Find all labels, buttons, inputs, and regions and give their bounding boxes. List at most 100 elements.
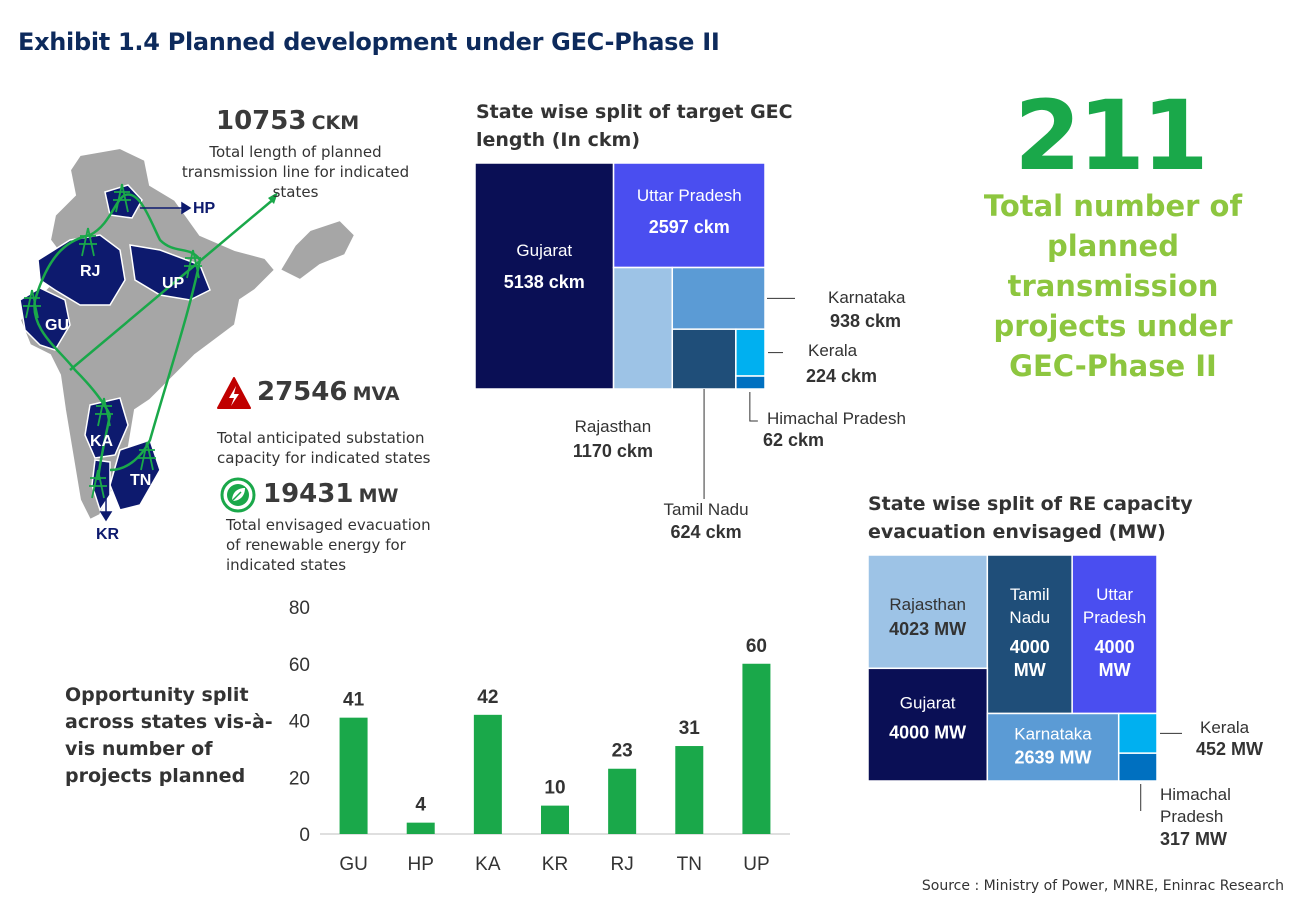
x-tick-label: KA: [475, 854, 501, 875]
treemap-mw: Rajasthan 4023 MW Gujarat 4000 MW Tamil Nadu 4…: [867, 554, 1263, 849]
headline-desc: Total number of planned transmission pro…: [983, 189, 1243, 383]
treemap-label-value: 2639 MW: [1015, 747, 1092, 767]
source-note: Source : Ministry of Power, MNRE, Eninra…: [921, 878, 1284, 894]
treemap-cell-gujarat: [474, 162, 615, 390]
treemap-label-name: Nadu: [1009, 608, 1050, 627]
stat-mw-desc: Total envisaged evacuation of renewable …: [226, 516, 431, 574]
treemap-label-name: Uttar Pradesh: [637, 186, 742, 205]
treemap-label-value: 2597 ckm: [649, 217, 730, 237]
tower-icon: [79, 227, 97, 257]
treemap-cell-himachal-pradesh: [735, 375, 766, 390]
bar-gu: [339, 717, 368, 834]
x-tick-label: UP: [743, 854, 769, 875]
bar-value-label: 60: [746, 636, 767, 657]
bar-hp: [406, 822, 435, 834]
tower-icon: [184, 249, 202, 279]
treemap-label-name: Himachal: [1160, 785, 1231, 804]
stat-mva-desc: Total anticipated substation capacity fo…: [217, 429, 431, 467]
treemap-label-value: 62 ckm: [763, 430, 824, 450]
map-label-ka: KA: [90, 433, 114, 450]
bar-value-label: 41: [343, 690, 365, 711]
treemap-cell-rajasthan: [612, 266, 674, 390]
treemap-label-name: Himachal Pradesh: [767, 409, 906, 428]
map-state-gu: [19, 287, 71, 351]
treemap-label-name: Rajasthan: [889, 595, 966, 614]
map-label-rj: RJ: [80, 263, 100, 280]
stat-mva: 27546 MVA: [257, 377, 400, 407]
treemap-label-name: Gujarat: [900, 693, 956, 712]
treemap-label-value: 5138 ckm: [504, 272, 585, 292]
y-tick-label: 80: [289, 598, 310, 619]
treemap-label-name: Rajasthan: [575, 417, 652, 436]
treemap-label-name: Tamil Nadu: [664, 500, 749, 519]
treemap-label-value: 4000 MW: [889, 722, 966, 742]
bar-value-label: 10: [544, 778, 565, 799]
treemap-label-value: 938 ckm: [830, 311, 901, 331]
tower-icon: [89, 469, 107, 499]
x-tick-label: GU: [339, 854, 368, 875]
stat-mva-value: 27546: [257, 377, 348, 407]
treemap-label-value: 1170 ckm: [573, 441, 653, 461]
stat-ckm-desc: Total length of planned transmission lin…: [181, 143, 410, 201]
stat-mw-value: 19431: [263, 479, 354, 509]
treemap-label-name: Kerala: [1200, 718, 1250, 737]
treemap-label-value: MW: [1014, 660, 1046, 680]
tower-icon: [113, 183, 131, 213]
stat-mw: 19431 MW: [263, 479, 398, 509]
treemap-cell-uttar-pradesh: [1071, 554, 1158, 715]
treemap-cell-rajasthan: [867, 554, 989, 670]
treemap-cell-kerala: [735, 328, 766, 377]
bar-chart-projects: 0 20 40 60 80 41 GU 4 HP 42 KA 10 KR 23 RJ 31 TN 60 UP: [289, 598, 790, 875]
page-title: Exhibit 1.4 Planned development under GE…: [18, 28, 720, 56]
treemap-cell-karnataka: [671, 266, 766, 330]
bar-kr: [541, 805, 569, 834]
treemap-label-value: 4023 MW: [889, 619, 966, 639]
treemap-label-value: 4000: [1095, 637, 1135, 657]
map-labels: HP RJ UP GU KA TN KR: [45, 200, 216, 543]
stat-ckm-value: 10753: [216, 106, 307, 136]
map-state-up: [129, 244, 211, 301]
treemap-cell-gujarat: [867, 667, 989, 782]
bar-up: [742, 663, 771, 834]
india-map: HP RJ UP GU KA TN KR: [18, 146, 357, 543]
treemap-label-value: MW: [1099, 660, 1131, 680]
leader-line: [749, 392, 758, 422]
opportunity-title: Opportunity split across states vis-à-vi…: [65, 684, 273, 787]
treemap-label-value: 224 ckm: [806, 366, 877, 386]
x-tick-label: KR: [542, 854, 568, 875]
bar-value-label: 31: [679, 718, 701, 739]
stat-ckm: 10753 CKM: [216, 106, 359, 136]
y-tick-label: 60: [289, 655, 310, 676]
treemap-label-value: 4000: [1010, 637, 1050, 657]
treemap-label-value: 452 MW: [1196, 739, 1263, 759]
treemap-label-name: Uttar: [1096, 585, 1133, 604]
y-tick-label: 0: [299, 825, 310, 846]
treemap-cell-kerala: [1117, 712, 1158, 754]
tower-icons: [23, 183, 202, 499]
bar-value-label: 4: [415, 795, 426, 816]
x-tick-label: HP: [408, 854, 434, 875]
y-tick-label: 20: [289, 768, 310, 789]
treemap-mw-title: State wise split of RE capacity evacuati…: [868, 493, 1193, 543]
treemap-label-value: 624 ckm: [671, 522, 742, 542]
bar-tn: [675, 746, 704, 834]
treemap-ckm: Gujarat 5138 ckm Uttar Pradesh 2597 ckm Raja…: [474, 162, 906, 542]
treemap-label-name: Kerala: [808, 341, 858, 360]
tower-icon: [95, 397, 113, 427]
treemap-label-name: Karnataka: [1014, 724, 1092, 743]
map-arrows: [99, 201, 192, 522]
headline-value: 211: [1014, 80, 1208, 192]
treemap-label-name: Tamil: [1010, 585, 1050, 604]
treemap-cell-himachal-pradesh: [1117, 752, 1158, 782]
treemap-label-name: Gujarat: [516, 241, 572, 260]
treemap-cell-karnataka: [986, 712, 1120, 782]
bar-rj: [608, 768, 637, 834]
map-label-kr: KR: [96, 526, 120, 543]
treemap-cell-tamil-nadu: [671, 328, 737, 390]
treemap-label-name: Pradesh: [1083, 608, 1146, 627]
map-label-up: UP: [162, 275, 185, 292]
stat-mva-unit: MVA: [352, 383, 400, 405]
x-tick-label: TN: [677, 854, 702, 875]
treemap-label-value: 317 MW: [1160, 829, 1227, 849]
leaf-icon: [220, 477, 256, 513]
